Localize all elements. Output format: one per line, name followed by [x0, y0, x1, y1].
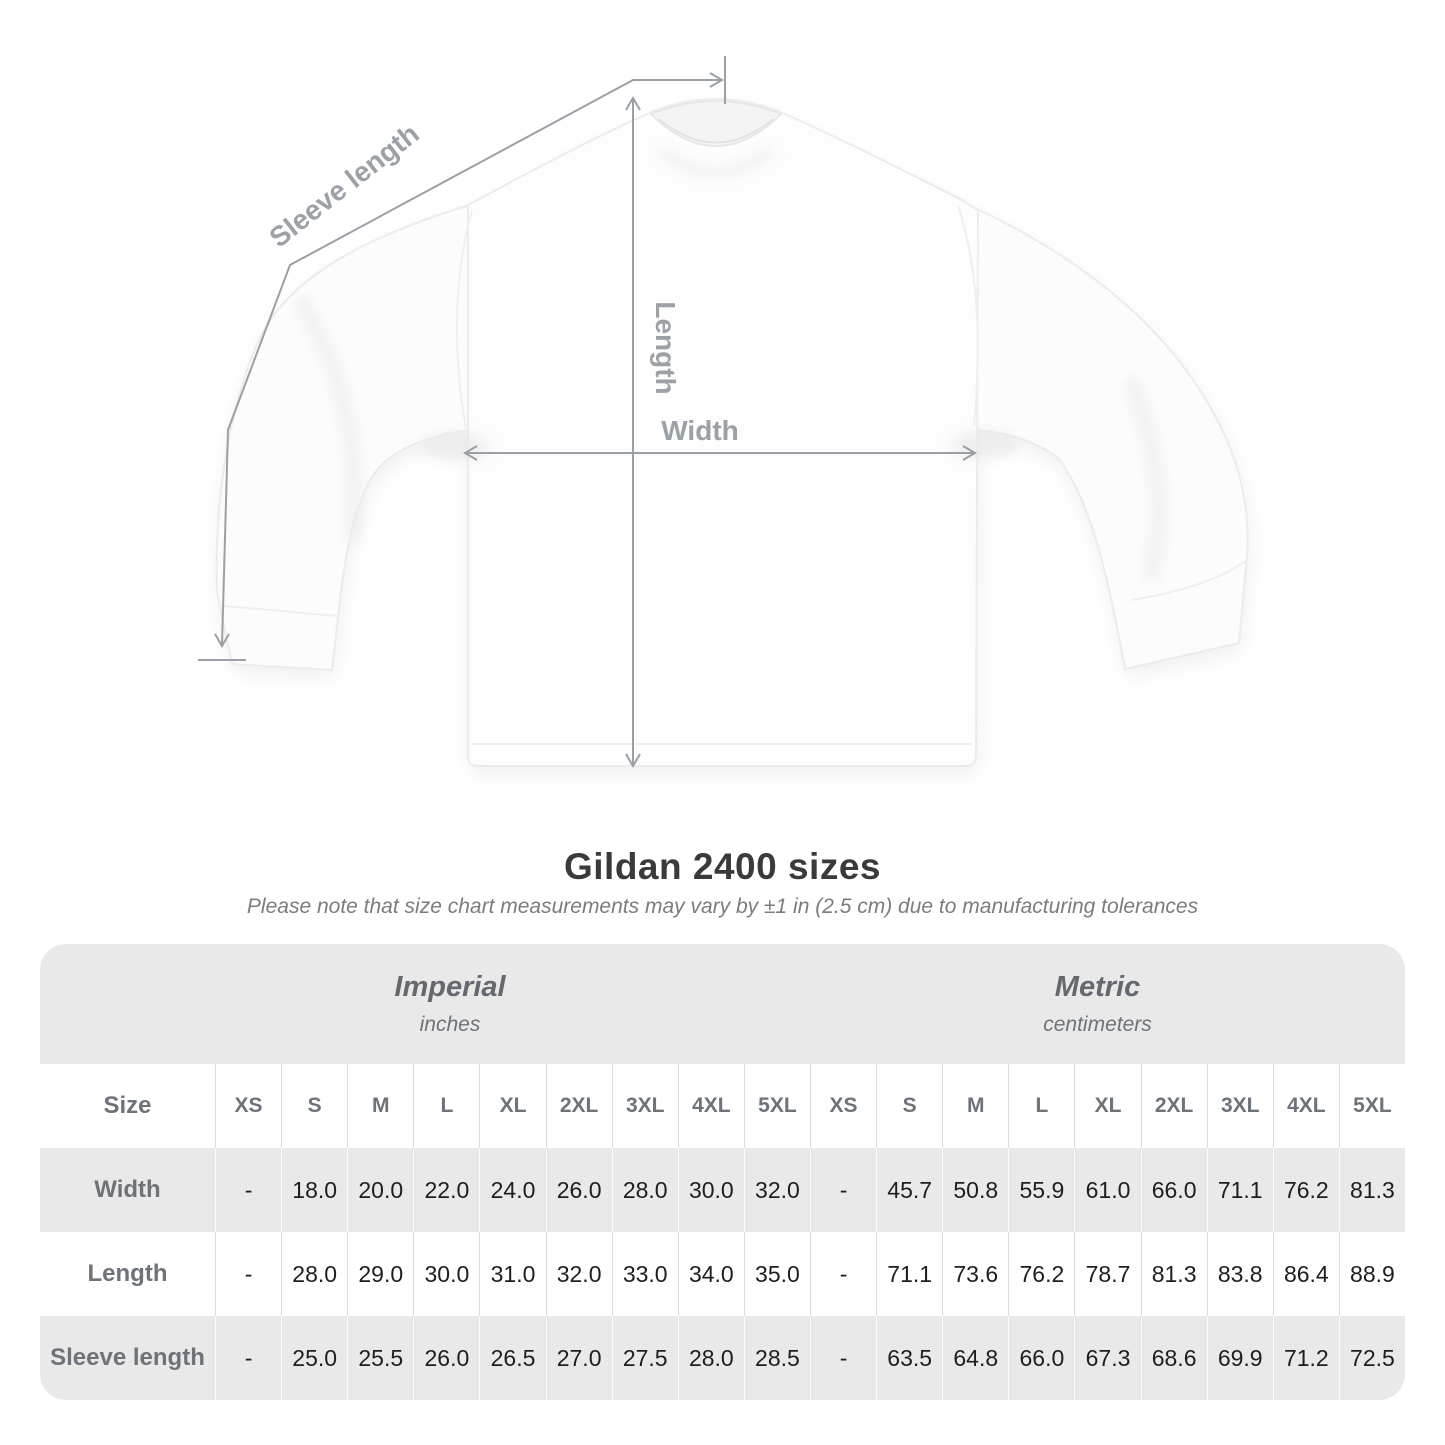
value-cell-metric: 88.9 — [1338, 1232, 1405, 1316]
shirt-diagram: Sleeve length Length Width — [198, 56, 1250, 774]
size-header-metric-l: L — [1008, 1064, 1075, 1148]
size-column-header: Size — [40, 1064, 215, 1148]
value-cell-imperial: 18.0 — [281, 1148, 348, 1232]
value-cell-imperial: 28.0 — [281, 1232, 348, 1316]
value-cell-metric: - — [810, 1148, 877, 1232]
value-cell-imperial: 24.0 — [479, 1148, 546, 1232]
value-cell-imperial: 28.5 — [743, 1316, 810, 1400]
shirt-seams — [223, 204, 1248, 745]
value-cell-metric: 45.7 — [876, 1148, 943, 1232]
value-cell-metric: 64.8 — [942, 1316, 1009, 1400]
size-table: Imperial inches Metric centimeters Size X… — [40, 944, 1405, 1400]
value-cell-imperial: 26.0 — [545, 1148, 612, 1232]
length-line — [625, 96, 641, 768]
value-cell-imperial: 31.0 — [479, 1232, 546, 1316]
value-cell-metric: 71.1 — [1206, 1148, 1273, 1232]
value-cell-metric: 78.7 — [1074, 1232, 1141, 1316]
row-label-width: Width — [40, 1148, 215, 1232]
size-header-imperial-4xl: 4XL — [677, 1064, 744, 1148]
value-cell-metric: 76.2 — [1272, 1148, 1339, 1232]
size-header-imperial-3xl: 3XL — [611, 1064, 678, 1148]
imperial-section-header: Imperial inches — [40, 944, 810, 1064]
value-cell-metric: - — [810, 1316, 877, 1400]
value-cell-imperial: 20.0 — [347, 1148, 414, 1232]
value-cell-imperial: 27.5 — [611, 1316, 678, 1400]
shirt-shading — [294, 146, 1166, 582]
size-header-metric-xl: XL — [1074, 1064, 1141, 1148]
value-cell-imperial: - — [215, 1232, 282, 1316]
size-header-imperial-l: L — [413, 1064, 480, 1148]
value-cell-imperial: 28.0 — [677, 1316, 744, 1400]
collar-rib-seam — [658, 118, 774, 144]
size-header-metric-2xl: 2XL — [1140, 1064, 1207, 1148]
value-cell-imperial: 29.0 — [347, 1232, 414, 1316]
value-cell-imperial: - — [215, 1148, 282, 1232]
value-cell-metric: 67.3 — [1074, 1316, 1141, 1400]
value-cell-metric: 55.9 — [1008, 1148, 1075, 1232]
length-label: Length — [650, 301, 681, 394]
value-cell-metric: 76.2 — [1008, 1232, 1075, 1316]
value-cell-metric: 66.0 — [1008, 1316, 1075, 1400]
metric-section-header: Metric centimeters — [810, 944, 1405, 1064]
width-line — [463, 445, 977, 461]
value-cell-metric: 83.8 — [1206, 1232, 1273, 1316]
size-header-imperial-5xl: 5XL — [743, 1064, 810, 1148]
size-header-metric-4xl: 4XL — [1272, 1064, 1339, 1148]
value-cell-metric: 73.6 — [942, 1232, 1009, 1316]
value-cell-imperial: 22.0 — [413, 1148, 480, 1232]
value-cell-metric: 66.0 — [1140, 1148, 1207, 1232]
value-cell-metric: 86.4 — [1272, 1232, 1339, 1316]
size-header-imperial-m: M — [347, 1064, 414, 1148]
value-cell-imperial: 32.0 — [545, 1232, 612, 1316]
metric-section-title: Metric — [1054, 971, 1141, 1003]
value-cell-imperial: 25.5 — [347, 1316, 414, 1400]
value-cell-metric: 61.0 — [1074, 1148, 1141, 1232]
value-cell-metric: 50.8 — [942, 1148, 1009, 1232]
value-cell-imperial: - — [215, 1316, 282, 1400]
imperial-section-title: Imperial — [394, 971, 506, 1003]
value-cell-imperial: 32.0 — [743, 1148, 810, 1232]
size-header-metric-xs: XS — [810, 1064, 877, 1148]
size-header-metric-3xl: 3XL — [1206, 1064, 1273, 1148]
measurement-lines — [198, 56, 977, 768]
value-cell-metric: 81.3 — [1338, 1148, 1405, 1232]
value-cell-imperial: 26.0 — [413, 1316, 480, 1400]
shirt-right-sleeve — [956, 198, 1249, 671]
value-cell-metric: 71.2 — [1272, 1316, 1339, 1400]
shirt-body — [467, 98, 980, 767]
value-cell-imperial: 26.5 — [479, 1316, 546, 1400]
value-cell-metric: 68.6 — [1140, 1316, 1207, 1400]
size-header-imperial-s: S — [281, 1064, 348, 1148]
row-label-length: Length — [40, 1232, 215, 1316]
sleeve-length-line — [198, 56, 726, 661]
size-header-imperial-xs: XS — [215, 1064, 282, 1148]
value-cell-imperial: 35.0 — [743, 1232, 810, 1316]
value-cell-metric: 69.9 — [1206, 1316, 1273, 1400]
width-label: Width — [661, 415, 739, 446]
value-cell-imperial: 34.0 — [677, 1232, 744, 1316]
value-cell-imperial: 25.0 — [281, 1316, 348, 1400]
value-cell-imperial: 33.0 — [611, 1232, 678, 1316]
value-cell-metric: 71.1 — [876, 1232, 943, 1316]
value-cell-imperial: 28.0 — [611, 1148, 678, 1232]
tolerance-note: Please note that size chart measurements… — [246, 895, 1199, 918]
value-cell-imperial: 30.0 — [413, 1232, 480, 1316]
value-cell-metric: - — [810, 1232, 877, 1316]
value-cell-imperial: 30.0 — [677, 1148, 744, 1232]
size-header-imperial-2xl: 2XL — [545, 1064, 612, 1148]
row-label-sleeve-length: Sleeve length — [40, 1316, 215, 1400]
imperial-section-unit: inches — [419, 1013, 481, 1036]
value-cell-metric: 72.5 — [1338, 1316, 1405, 1400]
value-cell-imperial: 27.0 — [545, 1316, 612, 1400]
size-header-metric-5xl: 5XL — [1338, 1064, 1405, 1148]
size-header-metric-m: M — [942, 1064, 1009, 1148]
size-header-imperial-xl: XL — [479, 1064, 546, 1148]
value-cell-metric: 63.5 — [876, 1316, 943, 1400]
metric-section-unit: centimeters — [1043, 1013, 1152, 1036]
value-cell-metric: 81.3 — [1140, 1232, 1207, 1316]
size-header-metric-s: S — [876, 1064, 943, 1148]
page-title: Gildan 2400 sizes — [563, 846, 881, 887]
